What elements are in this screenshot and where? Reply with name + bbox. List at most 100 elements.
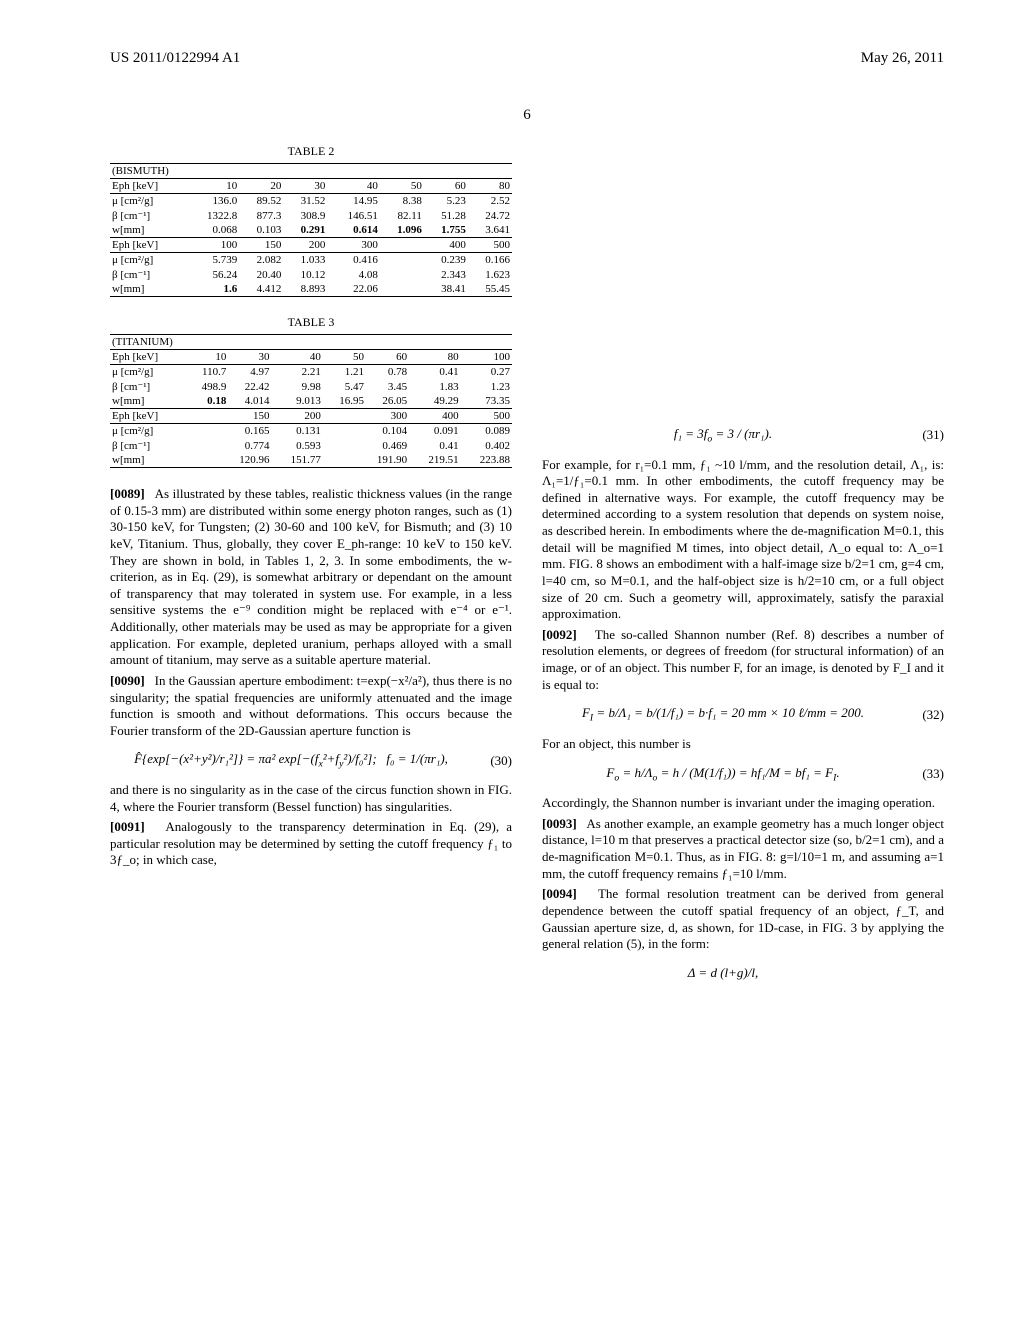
cell: 49.29 bbox=[409, 394, 460, 409]
cell: 0.18 bbox=[185, 394, 228, 409]
cell: 0.593 bbox=[272, 438, 323, 453]
table2-col: 80 bbox=[468, 179, 512, 194]
paragraph-0094: [0094] The formal resolution treatment c… bbox=[542, 886, 944, 953]
table-row: w[mm] 0.068 0.103 0.291 0.614 1.096 1.75… bbox=[110, 223, 512, 238]
table2-caption: TABLE 2 bbox=[110, 144, 512, 159]
cell: 100 bbox=[187, 238, 239, 253]
equation-formula: Δ = d (l+g)/l, bbox=[542, 965, 904, 981]
equation-33: Fo = h/Λo = h / (M(1/f₁)) = hf₁/M = bf₁ … bbox=[542, 765, 944, 784]
cell: 400 bbox=[380, 238, 468, 253]
table-row: β [cm⁻¹] 1322.8 877.3 308.9 146.51 82.11… bbox=[110, 208, 512, 223]
row-label: μ [cm²/g] bbox=[110, 424, 185, 439]
table2-title: (BISMUTH) bbox=[110, 164, 512, 179]
cell: 2.21 bbox=[272, 365, 323, 380]
table2-col: 40 bbox=[327, 179, 379, 194]
cell: 80 bbox=[409, 350, 460, 365]
para-number: [0089] bbox=[110, 486, 145, 501]
cell: 0.469 bbox=[323, 438, 409, 453]
paragraph-0093: [0093] As another example, an example ge… bbox=[542, 816, 944, 883]
para-text: The so-called Shannon number (Ref. 8) de… bbox=[542, 627, 944, 692]
cell: 0.78 bbox=[366, 365, 409, 380]
equation-32: FI = b/Λ₁ = b/(1/f₁) = b·f₁ = 20 mm × 10… bbox=[542, 705, 944, 724]
cell: 146.51 bbox=[327, 208, 379, 223]
cell: 300 bbox=[327, 238, 379, 253]
cell: 4.97 bbox=[228, 365, 271, 380]
equation-formula: F̂{exp[−(x²+y²)/r₁²]} = πa² exp[−(fx²+fy… bbox=[110, 751, 472, 770]
cell: 2.343 bbox=[380, 267, 468, 282]
para-number: [0094] bbox=[542, 886, 577, 901]
page-number: 6 bbox=[110, 107, 944, 124]
cell: 0.774 bbox=[185, 438, 271, 453]
cell: 0.41 bbox=[409, 365, 460, 380]
cell: 0.131 bbox=[272, 424, 323, 439]
cell: 0.091 bbox=[409, 424, 460, 439]
table-row: μ [cm²/g] 0.165 0.131 0.104 0.091 0.089 bbox=[110, 424, 512, 439]
cell: 20.40 bbox=[239, 267, 283, 282]
cell: 1.83 bbox=[409, 379, 460, 394]
cell: 4.014 bbox=[228, 394, 271, 409]
cell: 1.755 bbox=[424, 223, 468, 238]
cell: 1.21 bbox=[323, 365, 366, 380]
cell: 22.42 bbox=[228, 379, 271, 394]
left-column: TABLE 2 (BISMUTH) Eph [keV] 10 20 30 40 … bbox=[110, 144, 512, 993]
cell: 219.51 bbox=[409, 453, 460, 468]
cell: 73.35 bbox=[461, 394, 512, 409]
table2-col: 30 bbox=[283, 179, 327, 194]
cell: 223.88 bbox=[461, 453, 512, 468]
cell: 200 bbox=[283, 238, 327, 253]
cell: 0.166 bbox=[468, 253, 512, 268]
para-number: [0092] bbox=[542, 627, 577, 642]
row-label: μ [cm²/g] bbox=[110, 253, 187, 268]
cell: 0.104 bbox=[323, 424, 409, 439]
equation-delta: Δ = d (l+g)/l, bbox=[542, 965, 944, 981]
table2-col: 60 bbox=[424, 179, 468, 194]
cell: 2.52 bbox=[468, 194, 512, 209]
cell: 1.623 bbox=[468, 267, 512, 282]
equation-formula: FI = b/Λ₁ = b/(1/f₁) = b·f₁ = 20 mm × 10… bbox=[542, 705, 904, 724]
publication-number: US 2011/0122994 A1 bbox=[110, 50, 240, 67]
cell: 1.23 bbox=[461, 379, 512, 394]
cell: 5.47 bbox=[323, 379, 366, 394]
cell: 89.52 bbox=[239, 194, 283, 209]
cell: 500 bbox=[461, 409, 512, 424]
cell: 191.90 bbox=[323, 453, 409, 468]
equation-formula: Fo = h/Λo = h / (M(1/f₁)) = hf₁/M = bf₁ … bbox=[542, 765, 904, 784]
para-text: As illustrated by these tables, realisti… bbox=[110, 486, 512, 667]
cell: 40 bbox=[272, 350, 323, 365]
cell: 308.9 bbox=[283, 208, 327, 223]
table-row: β [cm⁻¹] 498.9 22.42 9.98 5.47 3.45 1.83… bbox=[110, 379, 512, 394]
equation-31: f₁ = 3fo = 3 / (πr₁). (31) bbox=[542, 426, 944, 445]
cell: 10 bbox=[185, 350, 228, 365]
cell: 8.893 bbox=[283, 282, 327, 297]
cell: 0.089 bbox=[461, 424, 512, 439]
equation-number: (30) bbox=[472, 753, 512, 769]
cell: 55.45 bbox=[468, 282, 512, 297]
table3-title: (TITANIUM) bbox=[110, 335, 512, 350]
table3: (TITANIUM) Eph [keV] 10 30 40 50 60 80 1… bbox=[110, 334, 512, 468]
cell: 50 bbox=[323, 350, 366, 365]
cell: 4.412 bbox=[239, 282, 283, 297]
table-row: μ [cm²/g] 136.0 89.52 31.52 14.95 8.38 5… bbox=[110, 194, 512, 209]
row-label: μ [cm²/g] bbox=[110, 365, 185, 380]
table2-col: 20 bbox=[239, 179, 283, 194]
cell: 31.52 bbox=[283, 194, 327, 209]
paragraph-0092-after: For an object, this number is bbox=[542, 736, 944, 753]
row-label: w[mm] bbox=[110, 223, 187, 238]
energy-header: Eph [keV] bbox=[110, 409, 185, 424]
paragraph-0089: [0089] As illustrated by these tables, r… bbox=[110, 486, 512, 669]
cell: 10.12 bbox=[283, 267, 327, 282]
table2-col: 10 bbox=[187, 179, 239, 194]
equation-formula: f₁ = 3fo = 3 / (πr₁). bbox=[542, 426, 904, 445]
para-text: Analogously to the transparency determin… bbox=[110, 819, 512, 867]
table-row: Eph [keV] 100 150 200 300 400 500 bbox=[110, 238, 512, 253]
cell: 8.38 bbox=[380, 194, 424, 209]
para-text: As another example, an example geometry … bbox=[542, 816, 944, 881]
paragraph-0090-after: and there is no singularity as in the ca… bbox=[110, 782, 512, 815]
cell: 16.95 bbox=[323, 394, 366, 409]
table2-energy-header: Eph [keV] bbox=[110, 179, 187, 194]
cell: 9.98 bbox=[272, 379, 323, 394]
cell: 1.096 bbox=[380, 223, 424, 238]
cell: 1.6 bbox=[187, 282, 239, 297]
table2: (BISMUTH) Eph [keV] 10 20 30 40 50 60 80… bbox=[110, 163, 512, 297]
paragraph-0091: [0091] Analogously to the transparency d… bbox=[110, 819, 512, 869]
